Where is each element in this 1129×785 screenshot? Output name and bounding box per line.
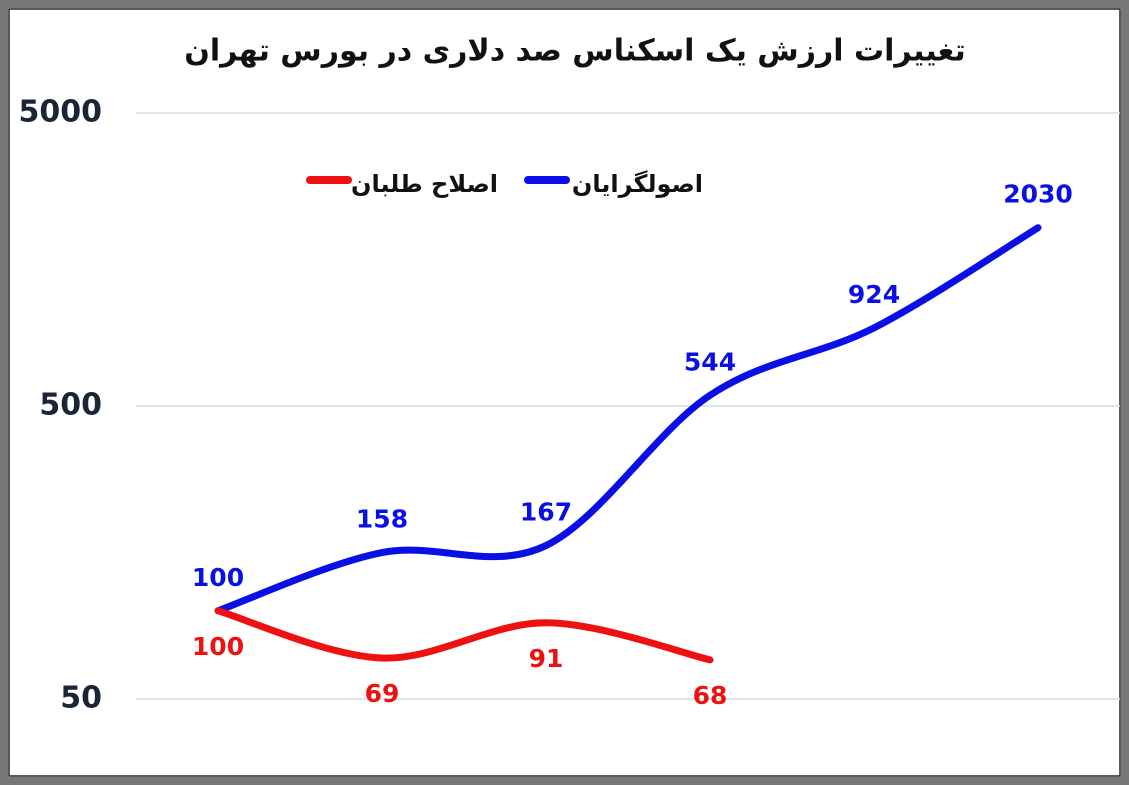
frame-inner (8, 8, 1121, 777)
legend-label: اصلاح طلبان (351, 170, 498, 198)
data-label: 2030 (1003, 180, 1073, 209)
chart-title: تغییرات ارزش یک اسکناس صد دلاری در بورس … (184, 34, 966, 69)
data-label: 69 (365, 679, 400, 708)
data-label: 167 (520, 498, 572, 527)
data-label: 544 (684, 347, 736, 376)
data-label: 91 (529, 644, 564, 673)
legend-label: اصولگرایان (572, 170, 703, 198)
data-label: 924 (848, 280, 900, 309)
y-tick-label: 50 (60, 681, 102, 716)
series-line (214, 224, 1042, 615)
y-tick-label: 500 (39, 388, 102, 423)
data-label: 100 (192, 563, 244, 592)
y-tick-label: 5000 (19, 95, 103, 130)
series-line (214, 607, 714, 664)
data-label: 158 (356, 505, 408, 534)
data-label: 68 (693, 681, 728, 710)
data-label: 100 (192, 632, 244, 661)
